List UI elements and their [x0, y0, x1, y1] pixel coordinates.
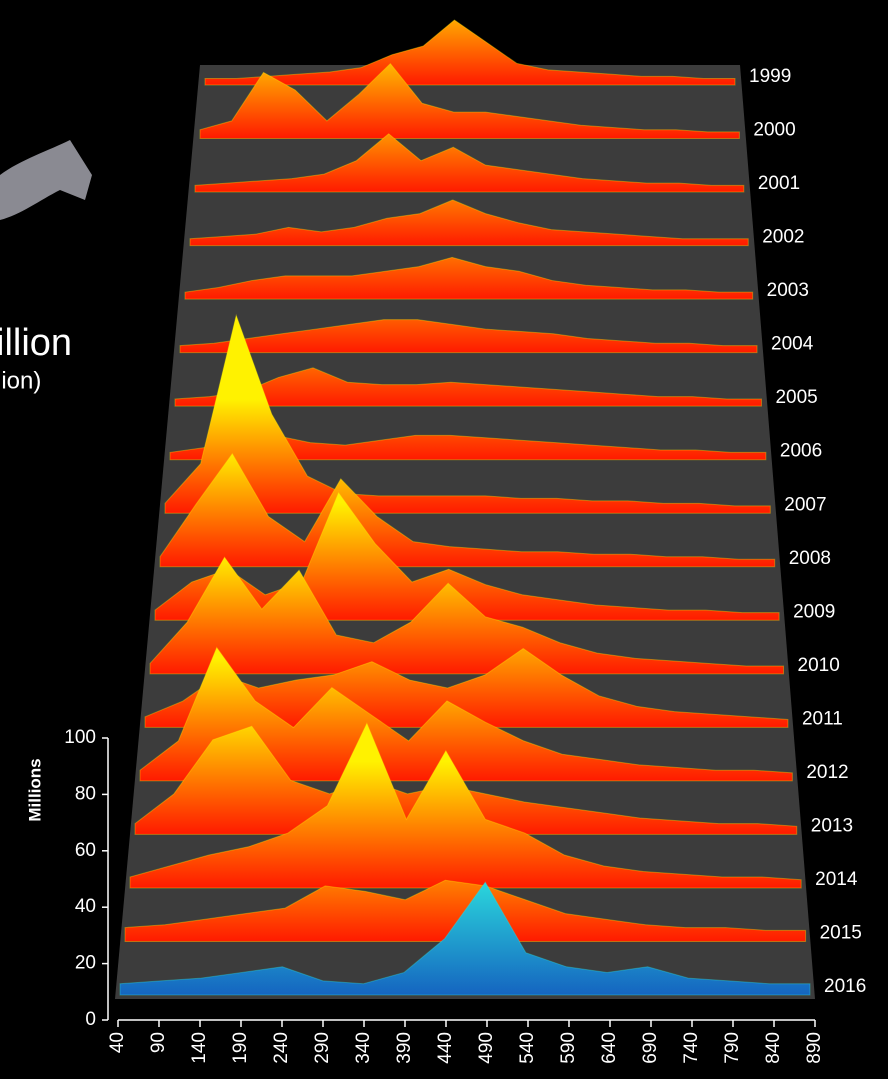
legend-label: 2012: [806, 762, 848, 783]
ridge: [134, 725, 798, 835]
y-tick-label: 20: [75, 953, 96, 974]
legend-label: 2009: [793, 601, 835, 622]
y-tick-label: 0: [85, 1009, 96, 1030]
x-tick-label: 40: [107, 1032, 128, 1053]
legend-label: 1999: [749, 66, 791, 87]
legend-label: 2013: [811, 815, 853, 836]
y-tick-label: 80: [75, 783, 96, 804]
legend-label: 2016: [824, 976, 866, 997]
ridge: [149, 556, 785, 675]
x-tick-label: 340: [353, 1032, 374, 1064]
annotation: illion: [0, 322, 72, 364]
legend-label: 2014: [815, 869, 858, 890]
ridge: [189, 199, 749, 247]
x-tick-label: 790: [722, 1032, 743, 1064]
x-tick-label: 140: [189, 1032, 210, 1064]
x-tick-label: 390: [394, 1032, 415, 1064]
fish-image: [0, 140, 92, 220]
legend-label: 2000: [753, 120, 795, 141]
legend-label: 2002: [762, 227, 804, 248]
y-tick-label: 60: [75, 840, 96, 861]
legend-label: 2011: [802, 708, 843, 729]
x-tick-label: 640: [599, 1032, 620, 1064]
legend-label: 2007: [784, 494, 826, 515]
x-tick-label: 840: [763, 1032, 784, 1064]
legend-label: 2005: [775, 387, 817, 408]
legend-label: 2003: [767, 280, 809, 301]
ridge: [139, 646, 793, 782]
ridge: [129, 722, 802, 889]
ridge: [119, 881, 811, 996]
x-tick-label: 90: [148, 1032, 169, 1053]
legend-label: 2006: [780, 441, 822, 462]
ridge: [154, 491, 780, 621]
annotation: lion): [0, 367, 41, 394]
ridge: [184, 256, 754, 300]
ridge: [204, 19, 736, 86]
legend-label: 2008: [789, 548, 831, 569]
ridge: [179, 319, 758, 354]
x-tick-label: 440: [435, 1032, 456, 1064]
legend-label: 2001: [758, 173, 800, 194]
x-tick-label: 740: [681, 1032, 702, 1064]
x-tick-label: 490: [476, 1032, 497, 1064]
x-tick-label: 690: [640, 1032, 661, 1064]
legend-label: 2015: [820, 922, 862, 943]
x-tick-label: 190: [230, 1032, 251, 1064]
legend-label: 2004: [771, 334, 814, 355]
ridge: [199, 62, 740, 140]
x-tick-label: 290: [312, 1032, 333, 1064]
y-tick-label: 100: [64, 727, 96, 748]
x-tick-label: 590: [558, 1032, 579, 1064]
x-tick-label: 890: [804, 1032, 825, 1064]
x-tick-label: 540: [517, 1032, 538, 1064]
legend-label: 2010: [798, 655, 840, 676]
ridge: [159, 452, 776, 568]
ridge: [194, 133, 745, 193]
plot: 1999200020012002200320042005200620072008…: [64, 19, 866, 1064]
x-tick-label: 240: [271, 1032, 292, 1064]
y-tick-label: 40: [75, 896, 96, 917]
y-axis-title: Millions: [25, 758, 44, 821]
